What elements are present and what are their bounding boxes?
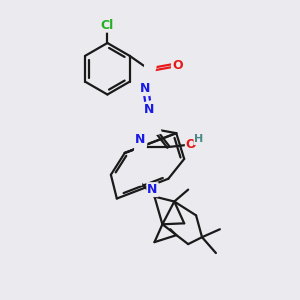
Text: N: N [140, 82, 150, 95]
Text: N: N [147, 183, 158, 196]
Text: N: N [134, 133, 145, 146]
Text: O: O [172, 59, 183, 72]
Text: N: N [144, 103, 155, 116]
Text: O: O [186, 138, 196, 151]
Text: Cl: Cl [101, 19, 114, 32]
Text: H: H [194, 134, 204, 144]
